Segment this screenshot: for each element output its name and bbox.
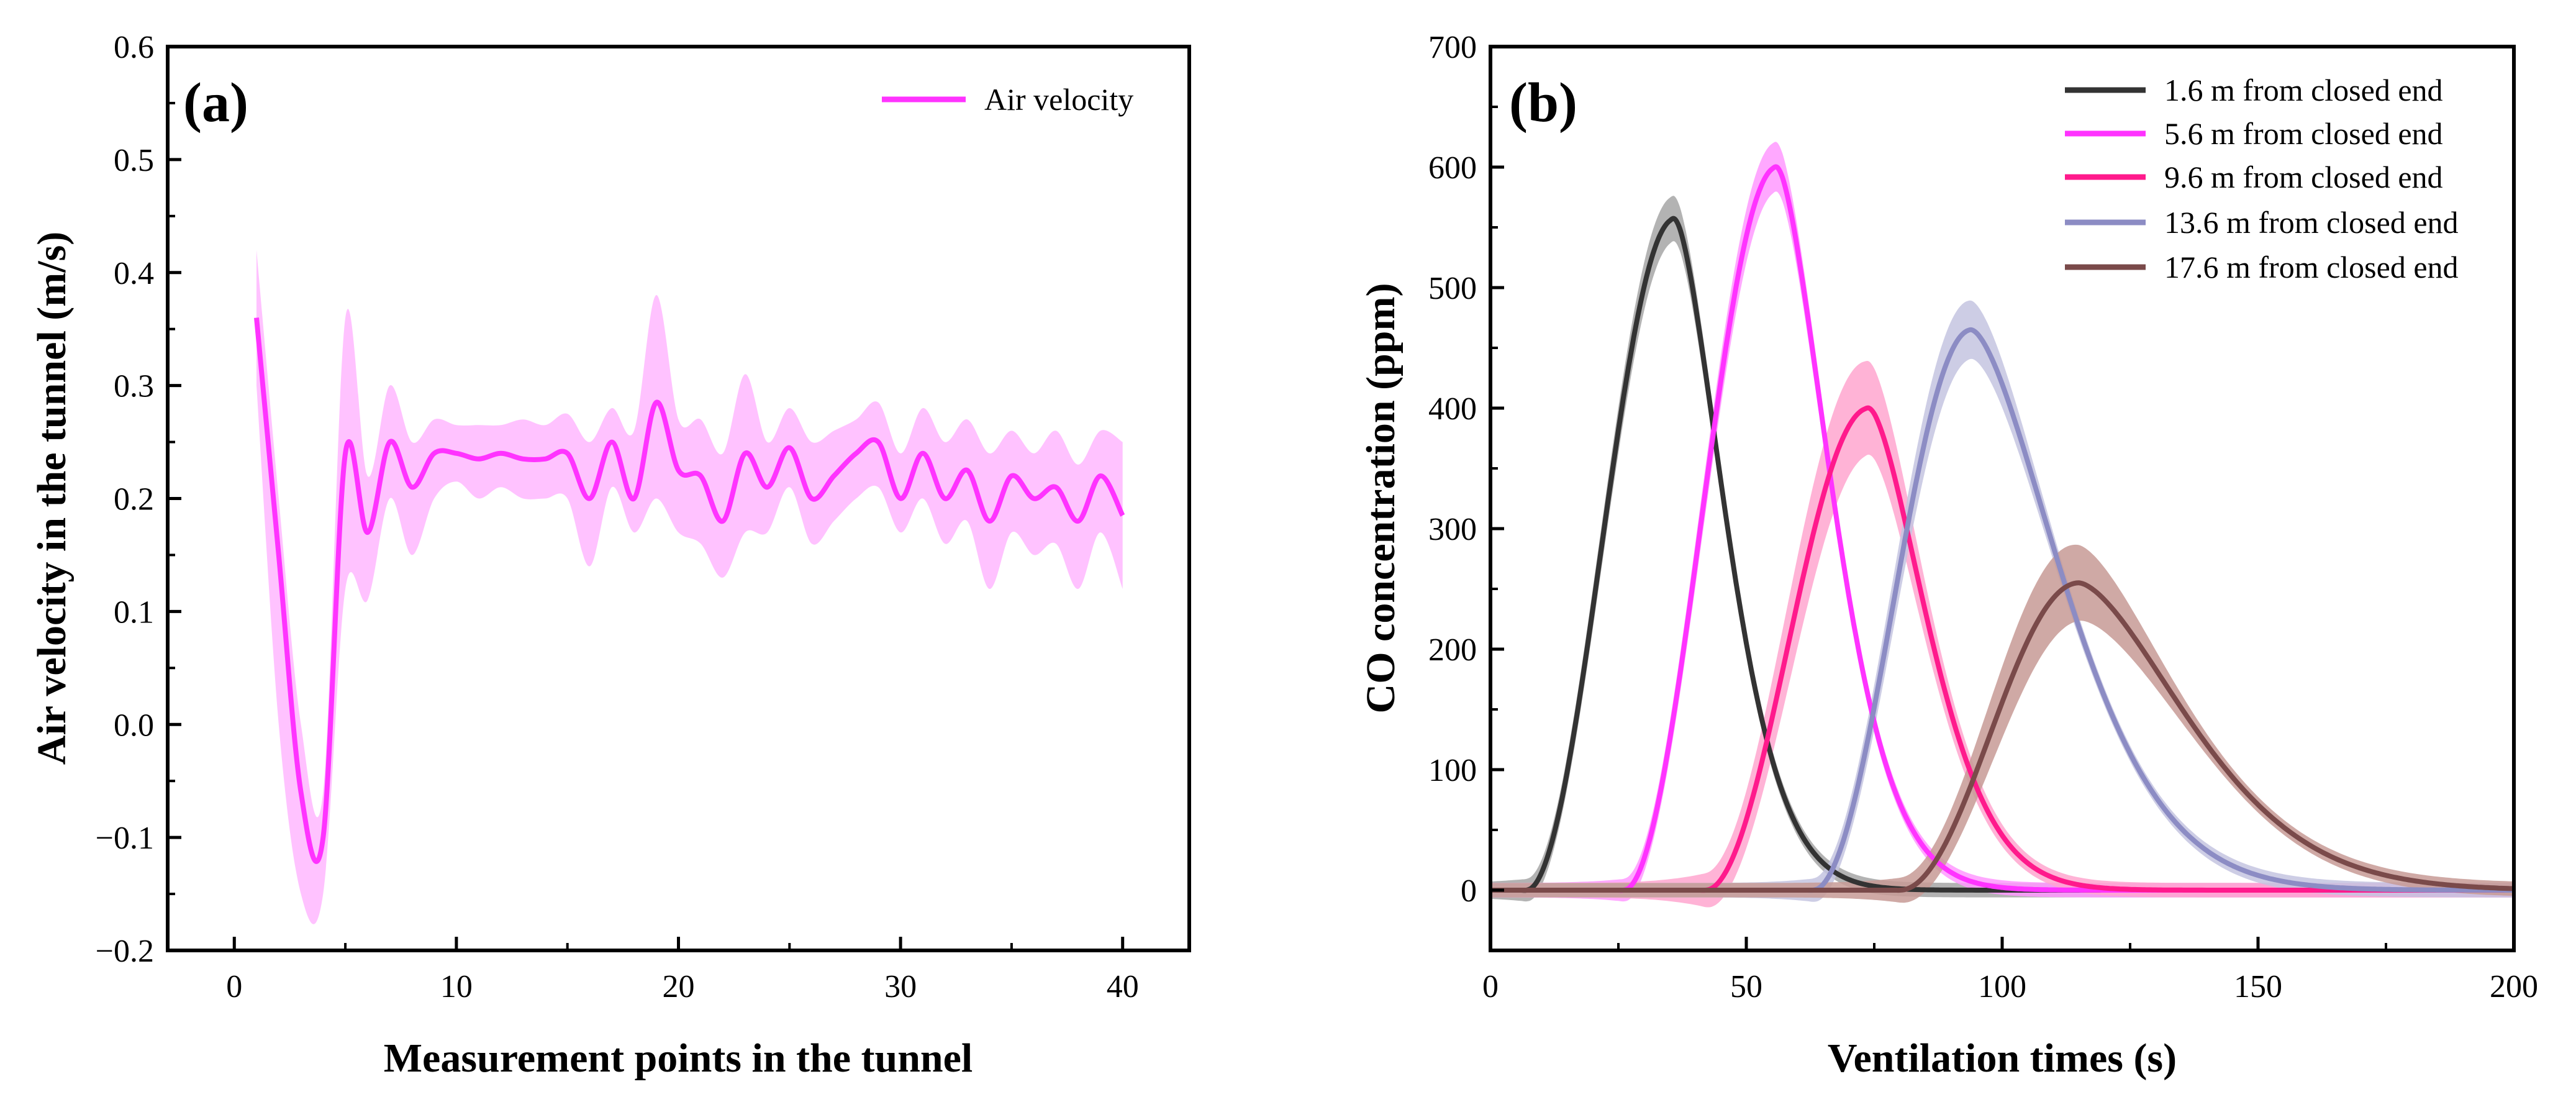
- panel-b-legend-label-2: 5.6 m from closed end: [2164, 116, 2443, 151]
- panel-a-x-tick-label: 30: [884, 969, 917, 1004]
- panel-a-y-tick-label: −0.2: [96, 934, 154, 969]
- panel-b-y-tick-label: 500: [1428, 271, 1477, 306]
- panel-b-x-tick-label: 50: [1730, 969, 1762, 1004]
- panel-a-y-tick-label: 0.1: [114, 594, 154, 630]
- panel-b-band-9-6m: [1490, 361, 2514, 908]
- panel-b-y-tick-label: 400: [1428, 391, 1477, 427]
- panel-b-x-ticks: 0 50 100 150 200: [1482, 937, 2538, 1004]
- panel-b-legend-label-1: 1.6 m from closed end: [2164, 73, 2443, 107]
- panel-b-line-17-6m: [1490, 580, 2515, 893]
- panel-b-y-tick-label: 100: [1428, 753, 1477, 788]
- panel-b-y-tick-label: 700: [1428, 30, 1477, 65]
- panel-b-legend-label-5: 17.6 m from closed end: [2164, 250, 2459, 285]
- panel-a-y-tick-label: 0.5: [114, 143, 154, 178]
- panel-b-x-tick-label: 200: [2490, 969, 2538, 1004]
- panel-a-y-tick-label: 0.4: [114, 256, 154, 291]
- panel-a-legend: Air velocity: [882, 82, 1133, 117]
- panel-b-y-tick-label: 300: [1428, 512, 1477, 547]
- panel-b-line-9-6m: [1490, 405, 2514, 893]
- panel-a-y-tick-label: 0.2: [114, 482, 154, 517]
- panel-b-y-axis-title: CO concentration (ppm): [1358, 283, 1404, 714]
- panel-b-x-axis-title: Ventilation times (s): [1828, 1036, 2177, 1081]
- panel-b-x-tick-label: 0: [1482, 969, 1499, 1004]
- panel-b-legend-label-3: 9.6 m from closed end: [2164, 160, 2443, 194]
- panel-a-y-tick-label: 0.0: [114, 708, 154, 743]
- panel-b-band-17-6m: [1490, 544, 2514, 903]
- panel-b-x-tick-label: 100: [1978, 969, 2026, 1004]
- panel-a-y-tick-label: 0.6: [114, 30, 154, 65]
- panel-a-x-tick-label: 20: [663, 969, 695, 1004]
- panel-a-legend-label: Air velocity: [984, 82, 1133, 117]
- panel-b-line-1-6m: [1490, 216, 2514, 893]
- panel-a-line-air-velocity: [254, 317, 1125, 864]
- panel-b-bands: [1490, 142, 2514, 908]
- panel-a: −0.2−0.10.00.10.20.30.40.50.6 0 10 20 30 40 …: [29, 30, 1191, 1081]
- panel-a-bands: [256, 250, 1123, 924]
- panel-b-label: (b): [1509, 72, 1577, 134]
- panel-a-y-ticks: −0.2 −0.1 0.0 0.1 0.2 0.3 0.4 0.5 0.6: [96, 30, 181, 969]
- panel-a-band-air-velocity: [256, 250, 1123, 924]
- panel-a-label: (a): [183, 72, 248, 134]
- panel-b-y-tick-label: 600: [1428, 150, 1477, 186]
- panel-b-band-1-6m: [1490, 196, 2514, 902]
- panel-a-x-tick-label: 10: [440, 969, 473, 1004]
- panel-a-y-axis-title: Air velocity in the tunnel (m/s): [29, 232, 75, 765]
- panel-b-y-tick-label: 200: [1428, 632, 1477, 668]
- panel-b-y-tick-label: 0: [1461, 873, 1477, 909]
- panel-a-x-ticks: 0 10 20 30 40: [226, 937, 1139, 1004]
- panel-b-y-ticks: 0 100 200 300 400 500 600 700: [1428, 30, 1504, 909]
- panel-b-legend-label-4: 13.6 m from closed end: [2164, 205, 2459, 240]
- panel-a-x-axis-title: Measurement points in the tunnel: [384, 1036, 973, 1081]
- panel-b-lines: [1490, 164, 2515, 893]
- panel-a-x-tick-label: 40: [1107, 969, 1139, 1004]
- panel-b-legend: 1.6 m from closed end 5.6 m from closed …: [2065, 73, 2459, 285]
- panel-a-x-tick-label: 0: [226, 969, 242, 1004]
- panel-a-y-tick-label: −0.1: [96, 821, 154, 856]
- panel-b-line-13-6m: [1490, 327, 2514, 893]
- panel-a-y-tick-label: 0.3: [114, 369, 154, 404]
- panel-a-lines: [254, 317, 1125, 864]
- panel-b-x-tick-label: 150: [2234, 969, 2282, 1004]
